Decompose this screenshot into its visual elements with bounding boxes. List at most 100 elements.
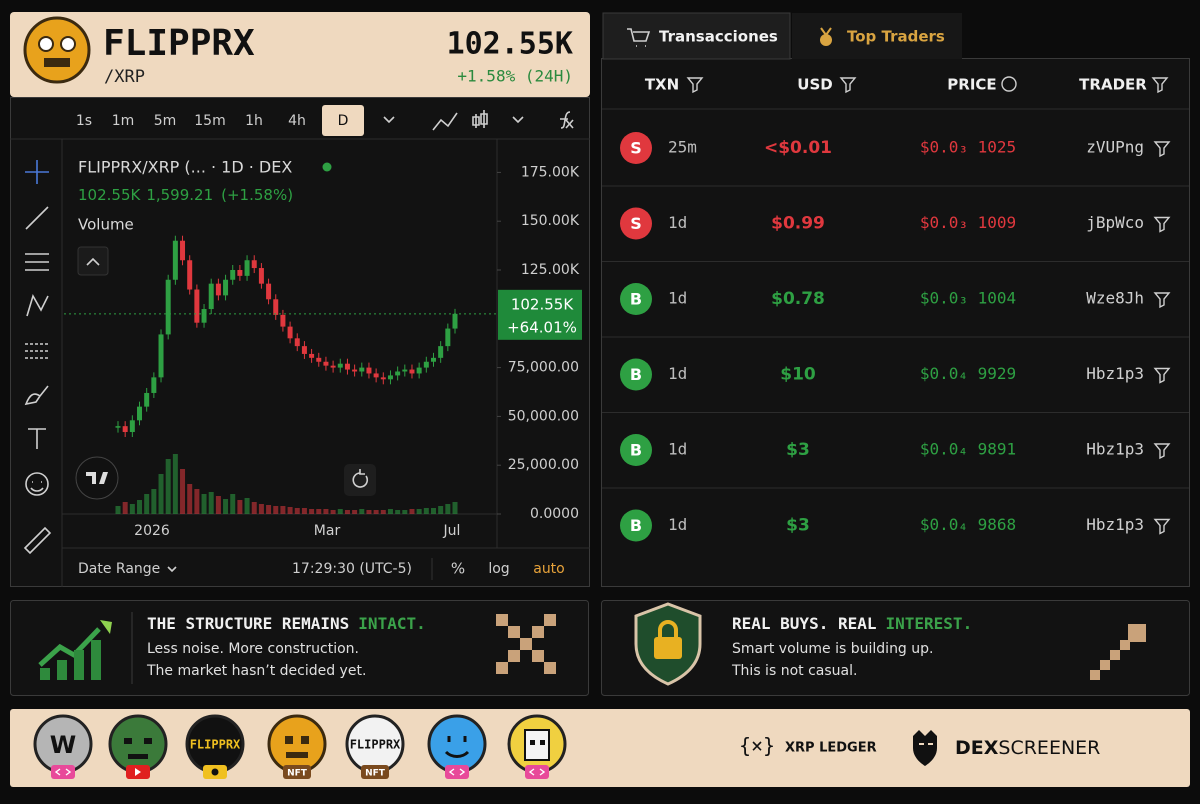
candle [294, 338, 300, 347]
chevron[interactable] [512, 116, 524, 124]
text-tool[interactable] [28, 428, 46, 449]
candle-chart-button[interactable] [472, 110, 488, 128]
candle [251, 260, 257, 269]
brush-tool[interactable] [24, 385, 49, 406]
candle [409, 369, 415, 374]
pixel-arrow [1090, 624, 1146, 680]
x-pixel-logo[interactable] [496, 614, 556, 674]
trader[interactable]: Hbz1p3 [1086, 364, 1144, 383]
transactions-panel [601, 58, 1190, 587]
candle [144, 392, 150, 407]
percent-toggle[interactable]: % [451, 560, 465, 578]
filter-icon[interactable] [686, 77, 704, 94]
volume-bar [251, 502, 257, 514]
interval[interactable]: D [338, 113, 349, 129]
tab-label[interactable]: Transacciones [659, 28, 778, 46]
reset-button[interactable] [344, 464, 376, 496]
header-box [10, 12, 590, 97]
date-range[interactable]: Date Range [78, 561, 160, 577]
medal-icon [820, 34, 832, 46]
code-icon [448, 768, 466, 776]
tab-active[interactable] [602, 12, 791, 60]
xrp-ledger[interactable]: XRP LEDGER [785, 741, 877, 756]
filter-icon[interactable] [1153, 292, 1171, 309]
avatar[interactable] [267, 714, 327, 774]
trader[interactable]: zVUPng [1086, 138, 1144, 157]
age: 1d [668, 213, 687, 232]
tradingview-logo[interactable] [75, 456, 119, 500]
trend-tool[interactable] [25, 206, 49, 230]
indicator-button[interactable] [560, 111, 574, 129]
usd: $3 [786, 516, 810, 536]
pattern-tool[interactable] [26, 293, 49, 317]
volume-bar [416, 509, 422, 514]
interval[interactable]: 4h [288, 113, 306, 129]
interval[interactable]: 5m [154, 113, 177, 129]
side-badge [620, 509, 652, 542]
nft-label: NFT [365, 769, 386, 779]
filter-icon[interactable] [1153, 367, 1171, 384]
chevron[interactable] [383, 116, 395, 124]
tab-label[interactable]: Top Traders [847, 28, 945, 46]
prediction-tool[interactable] [25, 343, 49, 359]
candle [208, 283, 214, 310]
transactions-table: TXN USD PRICE TRADER S 25m <$0.01 $0.0₃ 1025 zVU… [602, 76, 1189, 542]
reset-icon [352, 469, 369, 488]
ruler-tool[interactable] [23, 526, 52, 555]
dex-part: SCREENER [998, 737, 1100, 759]
side-badge [620, 283, 652, 315]
dexscreener[interactable]: DEXSCREENER [955, 737, 1100, 759]
candle [330, 365, 336, 368]
avatar[interactable] [108, 714, 168, 774]
interval[interactable]: 1m [112, 113, 135, 129]
volume-bar [237, 500, 243, 514]
volume-bar [323, 509, 329, 514]
trader[interactable]: Wze8Jh [1086, 289, 1144, 308]
emoji-tool[interactable] [25, 472, 49, 496]
ohlc-diff: 1,599.21 [146, 186, 213, 204]
filter-icon[interactable] [1153, 518, 1171, 535]
trader[interactable]: jBpWco [1086, 213, 1144, 232]
auto-toggle[interactable]: auto [533, 561, 565, 577]
candle [373, 373, 379, 378]
chart-panel [10, 97, 590, 587]
log-toggle[interactable]: log [488, 561, 509, 577]
candle [280, 314, 286, 327]
avatar[interactable] [427, 714, 487, 774]
age: 1d [668, 440, 687, 459]
crosshair-tool[interactable] [25, 160, 49, 184]
card-line: This is not casual. [731, 663, 857, 679]
collapse-button[interactable] [77, 246, 109, 276]
candle [309, 353, 315, 358]
filter-icon[interactable] [1153, 443, 1171, 460]
column-header: TRADER [1079, 76, 1147, 94]
tab[interactable] [792, 13, 962, 59]
trader[interactable]: Hbz1p3 [1086, 440, 1144, 459]
interval[interactable]: 15m [194, 113, 225, 129]
side-letter: S [630, 139, 642, 158]
filter-icon[interactable] [839, 77, 857, 94]
logo-eye [60, 36, 76, 52]
code-icon [54, 768, 72, 776]
volume-bar [258, 504, 264, 514]
price-plot: 0.0000 25,000.00 50,000.00 75,000.00 125.00K… [64, 164, 582, 539]
volume-bar [445, 504, 451, 514]
candle [172, 240, 178, 280]
filter-icon[interactable] [1153, 216, 1171, 233]
interval[interactable]: 1s [76, 113, 92, 129]
fib-tool[interactable] [25, 253, 49, 271]
column-header: USD [797, 76, 832, 94]
nft-label: NFT [287, 769, 308, 779]
line-chart-button[interactable] [432, 112, 458, 131]
filter-icon[interactable] [1153, 141, 1171, 158]
filter-icon[interactable] [1151, 77, 1169, 94]
side-badge [620, 434, 652, 466]
volume-bar [387, 509, 393, 514]
volume-bar [330, 510, 336, 514]
trader[interactable]: Hbz1p3 [1086, 515, 1144, 534]
candle [137, 406, 143, 421]
volume-bar [201, 494, 207, 514]
interval[interactable]: 1h [245, 113, 263, 129]
volume-bar [158, 474, 164, 514]
candle [215, 283, 221, 296]
